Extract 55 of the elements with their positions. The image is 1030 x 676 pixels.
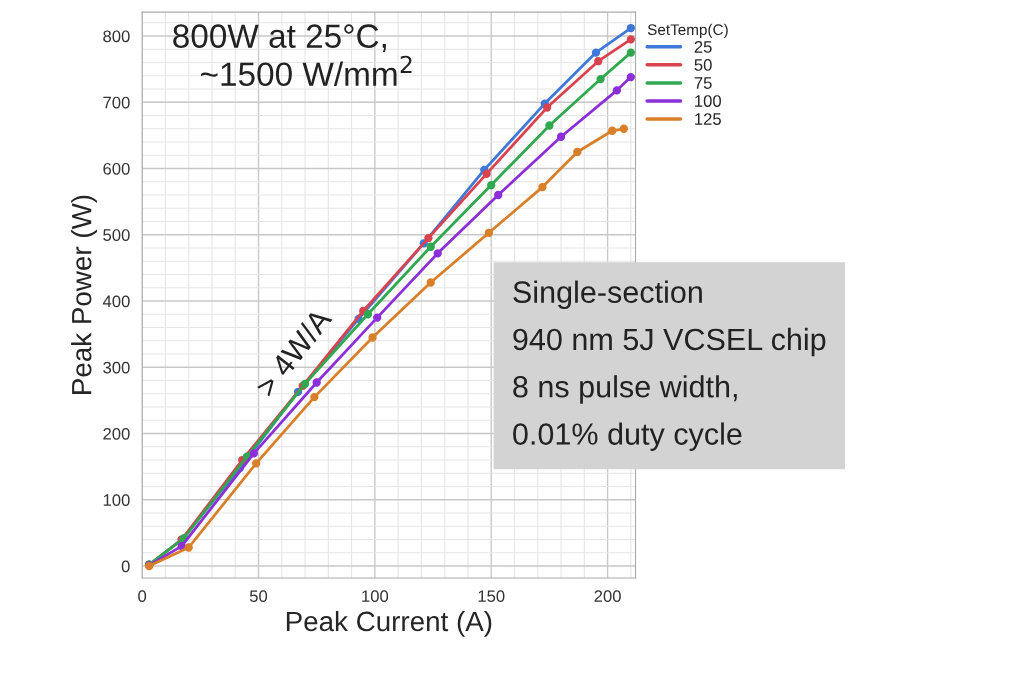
point <box>249 449 259 458</box>
point <box>487 180 496 190</box>
point <box>373 313 382 322</box>
point <box>545 121 554 130</box>
x-tick-label: 200 <box>594 590 621 603</box>
point <box>591 48 601 57</box>
x-tick-label: 150 <box>478 590 505 603</box>
legend-label: 75 <box>694 77 712 89</box>
legend-title: SetTemp(C) <box>647 23 728 39</box>
point <box>426 278 435 287</box>
y-axis-title: Peak Power (W) <box>71 195 97 394</box>
x-tick-label: 50 <box>249 590 268 603</box>
y-tick-label: 600 <box>103 162 130 175</box>
point <box>184 543 193 552</box>
point <box>368 333 377 342</box>
point <box>252 459 261 468</box>
point <box>626 23 636 33</box>
point <box>626 72 636 82</box>
legend-label: 125 <box>695 113 721 125</box>
point <box>608 126 617 135</box>
point <box>482 169 491 178</box>
point <box>626 48 636 57</box>
point <box>573 147 582 157</box>
legend-label: 100 <box>695 95 721 107</box>
point <box>556 132 566 141</box>
legend-label: 25 <box>694 41 712 53</box>
point <box>594 57 603 66</box>
point <box>542 103 552 112</box>
y-tick-label: 400 <box>102 295 130 308</box>
point <box>433 249 442 258</box>
point <box>484 228 494 237</box>
y-tick-label: 700 <box>103 96 130 109</box>
annotation: 800W at 25°C, ~1500 W/mm$^{2}$ <box>173 24 412 87</box>
legend-label: 50 <box>694 59 712 71</box>
point <box>619 124 629 133</box>
point <box>426 242 435 251</box>
x-tick-label: 0 <box>138 590 147 603</box>
point <box>424 233 433 243</box>
point <box>312 378 321 387</box>
point <box>310 392 319 402</box>
point <box>596 74 605 84</box>
y-tick-label: 100 <box>103 494 130 506</box>
point <box>538 182 547 192</box>
x-axis-title: Peak Current (A) <box>286 610 492 637</box>
x-tick-label: 100 <box>362 590 389 603</box>
annotation: Single-section 940 nm 5J VCSEL chip 8 ns pulse width, 0.01% duty cycle <box>513 280 826 451</box>
point <box>626 35 636 44</box>
y-tick-label: 200 <box>103 427 130 440</box>
point <box>494 190 503 200</box>
y-tick-label: 300 <box>103 361 130 374</box>
point <box>363 310 373 319</box>
point <box>612 86 622 95</box>
y-tick-label: 500 <box>103 229 130 241</box>
y-tick-label: 800 <box>103 30 130 43</box>
y-tick-label: 0 <box>121 560 130 573</box>
